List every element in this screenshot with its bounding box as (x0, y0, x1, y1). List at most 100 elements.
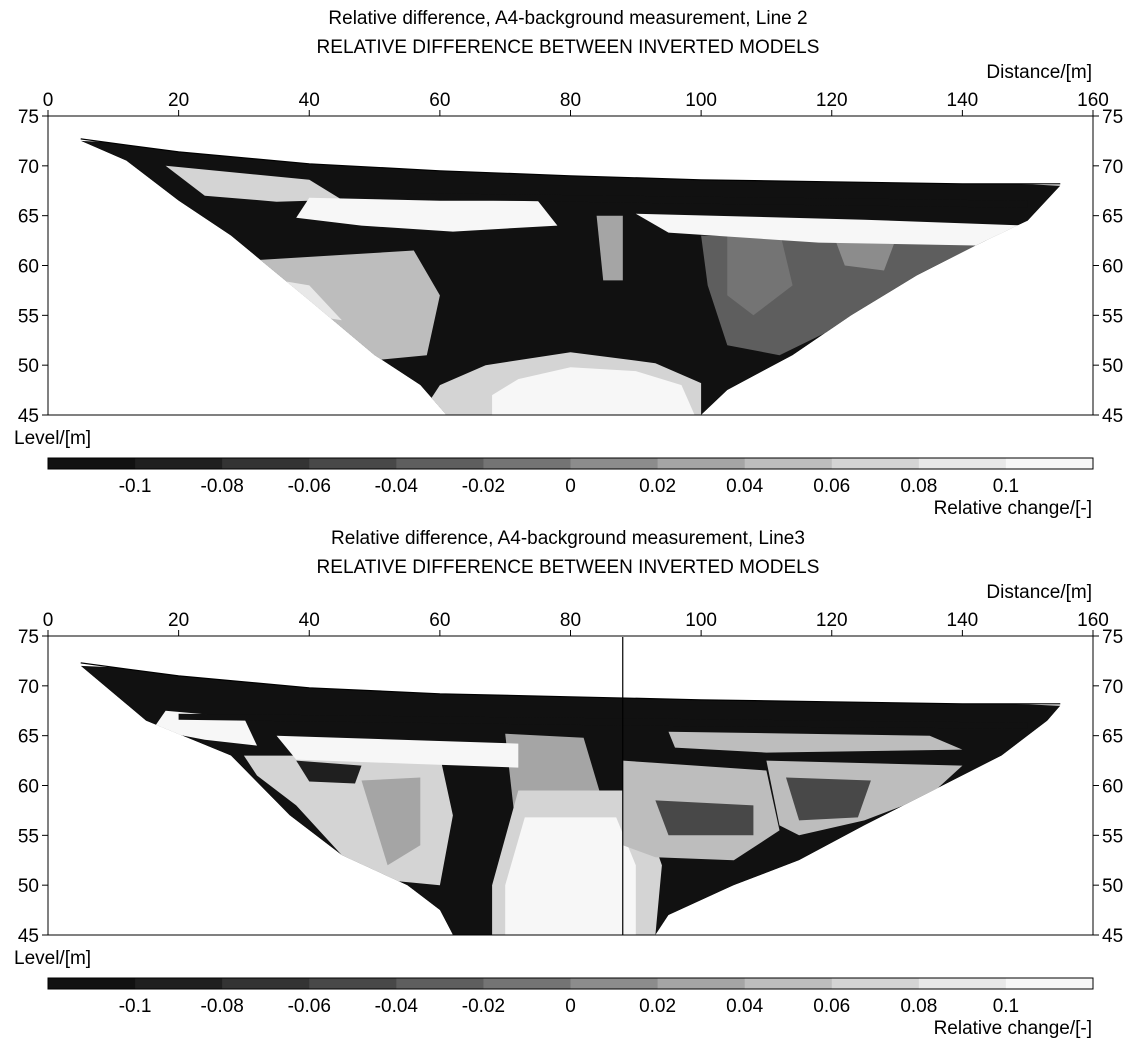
y-tick-label-right: 50 (1102, 876, 1123, 897)
y-tick-label-right: 65 (1102, 207, 1123, 228)
y-tick-label-left: 45 (18, 926, 39, 947)
colorbar-bin (918, 978, 1007, 989)
colorbar-tick-label: -0.04 (375, 996, 419, 1017)
colorbar-bin (483, 978, 571, 989)
colorbar-bin (744, 458, 833, 469)
colorbar-bin (222, 978, 310, 989)
y-tick-label-left: 75 (18, 627, 39, 648)
colorbar-bin (396, 458, 484, 469)
colorbar-bin (396, 978, 484, 989)
x-tick-label: 120 (816, 610, 848, 631)
heatmap-zone (492, 367, 695, 415)
heatmap-zone (276, 735, 519, 768)
x-tick-label: 20 (168, 90, 189, 111)
colorbar-tick-label: 0.04 (726, 996, 763, 1017)
colorbar-tick-label: 0.06 (813, 996, 850, 1017)
chart-title: Relative difference, A4-background measu… (331, 528, 805, 549)
colorbar-frame (47, 977, 1094, 990)
colorbar-frame (47, 457, 1094, 470)
y-tick-label-right: 70 (1102, 157, 1123, 178)
y-tick-label-left: 50 (18, 876, 39, 897)
y-tick-label-right: 45 (1102, 926, 1123, 947)
colorbar-tick-label: 0.08 (900, 476, 937, 497)
heatmap-zone (296, 760, 362, 784)
colorbar-bin (831, 978, 920, 989)
x-tick-label: 140 (947, 610, 979, 631)
colorbar-tick-label: -0.1 (119, 476, 152, 497)
colorbar-bin (309, 458, 397, 469)
y-tick-label-right: 50 (1102, 356, 1123, 377)
colorbar-bin (1005, 458, 1094, 469)
y-tick-label-right: 70 (1102, 677, 1123, 698)
x-tick-label: 60 (429, 610, 450, 631)
y-tick-label-right: 60 (1102, 257, 1123, 278)
colorbar-tick-label: 0.1 (993, 996, 1019, 1017)
y-tick-label-left: 65 (18, 207, 39, 228)
colorbar-tick-label: 0.02 (639, 476, 676, 497)
heatmap-zone (655, 800, 754, 836)
y-tick-label-right: 55 (1102, 306, 1123, 327)
y-tick-label-right: 45 (1102, 406, 1123, 427)
x-tick-label: 20 (168, 610, 189, 631)
heatmap-zone (296, 197, 558, 232)
colorbar-bin (135, 458, 223, 469)
colorbar-bin (309, 978, 397, 989)
heatmap-zone (178, 713, 1028, 729)
x-tick-label: 160 (1077, 90, 1109, 111)
heatmap-zone (635, 213, 1028, 246)
x-tick-label: 80 (560, 90, 581, 111)
colorbar-tick-label: -0.06 (288, 476, 331, 497)
ground-surface-line (80, 138, 1061, 185)
ground-surface-line (80, 662, 1061, 705)
colorbar-bin (222, 458, 310, 469)
y-tick-label-left: 60 (18, 777, 39, 798)
y-tick-label-right: 75 (1102, 627, 1123, 648)
y-tick-label-left: 45 (18, 406, 39, 427)
x-tick-label: 40 (299, 90, 320, 111)
y-tick-label-left: 55 (18, 826, 39, 847)
heatmap-plot-line-2: 0 20 40 60 80 100 120 140 160 45 45 50 50 55 55 60 60 65 6… (18, 90, 1123, 497)
colorbar-bin (570, 978, 659, 989)
x-tick-label: 100 (685, 90, 717, 111)
colorbar-bin (135, 978, 223, 989)
heatmap-zone (727, 230, 793, 316)
x-tick-label: 0 (43, 90, 54, 111)
y-tick-label-left: 50 (18, 356, 39, 377)
heatmap-zone (374, 192, 1028, 208)
colorbar-tick-label: 0.02 (639, 996, 676, 1017)
colorbar-bin (657, 458, 746, 469)
colorbar-bin (1005, 978, 1094, 989)
heatmap-zone (361, 777, 421, 866)
colorbar-tick-label: 0.08 (900, 996, 937, 1017)
colorbar-tick-label: -0.02 (462, 996, 505, 1017)
y-tick-label-left: 70 (18, 157, 39, 178)
colorbar-label: Relative change/[-] (933, 498, 1092, 519)
x-tick-label: 60 (429, 90, 450, 111)
colorbar-tick-label: 0.06 (813, 476, 850, 497)
colorbar-bin (657, 978, 746, 989)
colorbar-tick-label: -0.06 (288, 996, 331, 1017)
colorbar-bin (570, 458, 659, 469)
colorbar-label: Relative change/[-] (933, 1018, 1092, 1039)
colorbar-tick-label: 0 (565, 996, 576, 1017)
colorbar-tick-label: -0.08 (201, 996, 244, 1017)
heatmap-zone (668, 731, 963, 753)
colorbar-tick-label: -0.08 (201, 476, 244, 497)
y-tick-label-right: 55 (1102, 826, 1123, 847)
colorbar-tick-label: -0.1 (119, 996, 152, 1017)
heatmap-zone (165, 165, 342, 202)
heatmap-zone (596, 215, 623, 281)
chart-subtitle: RELATIVE DIFFERENCE BETWEEN INVERTED MOD… (316, 557, 820, 578)
x-tick-label: 140 (947, 90, 979, 111)
colorbar-tick-label: 0.04 (726, 476, 763, 497)
x-tick-label: 80 (560, 610, 581, 631)
chart-panel-line-3: Relative difference, A4-background measu… (0, 520, 1136, 1040)
y-tick-label-left: 60 (18, 257, 39, 278)
heatmap-plot-line-3: 0 20 40 60 80 100 120 140 160 45 45 50 50 55 55 60 60 65 6… (18, 610, 1123, 1017)
x-tick-label: 120 (816, 90, 848, 111)
colorbar-bin (48, 458, 136, 469)
colorbar-tick-label: -0.02 (462, 476, 505, 497)
colorbar-bin (831, 458, 920, 469)
chart-title: Relative difference, A4-background measu… (328, 8, 808, 29)
x-tick-label: 160 (1077, 610, 1109, 631)
